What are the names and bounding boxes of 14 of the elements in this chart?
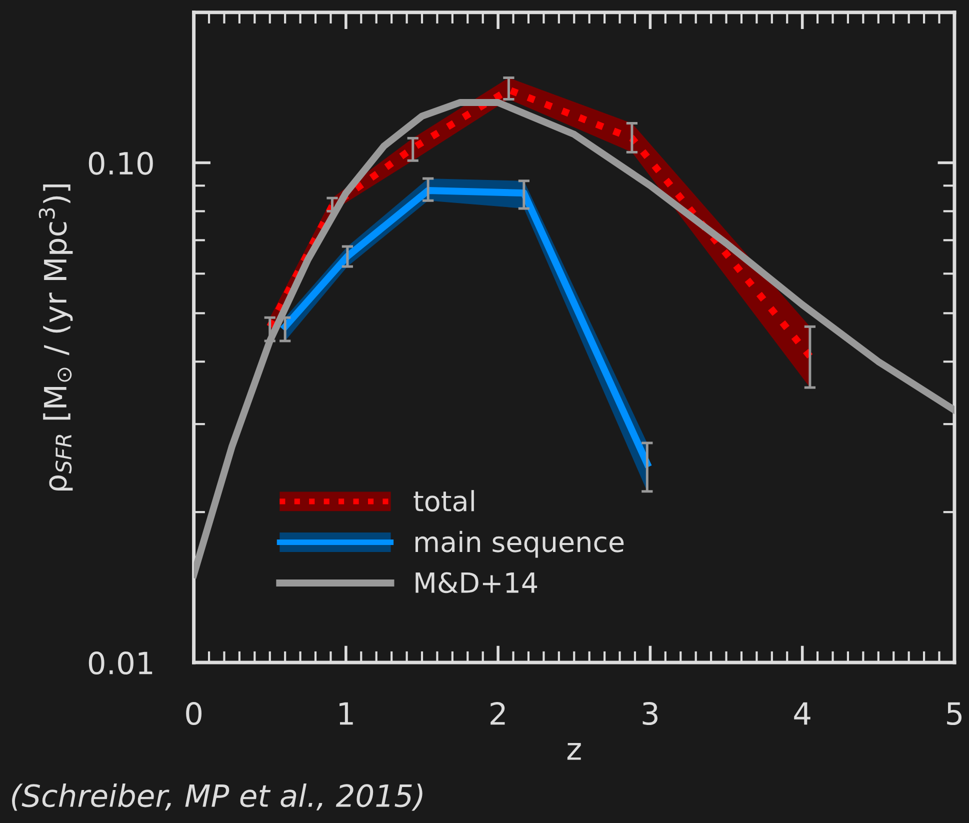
x-axis-title: z <box>567 743 581 760</box>
x-tick-label: 5 <box>947 702 962 726</box>
x-tick-label: 0 <box>186 702 202 726</box>
legend-label: M&D+14 <box>416 572 538 594</box>
x-tick-label: 3 <box>642 702 658 726</box>
legend-label: total <box>414 490 474 512</box>
x-tick-label: 2 <box>490 702 505 725</box>
x-tick-label: 4 <box>794 702 810 725</box>
y-tick-label: 0.10 <box>88 152 153 175</box>
x-tick-label: 1 <box>340 702 353 725</box>
y-tick-label: 0.01 <box>88 651 152 675</box>
text: (Schreiber, MP et al., 2015) <box>12 784 422 811</box>
y-axis-title: ρ$_{SFR}$ [M$_{⊙}$ / (yr Mpc$^{3}$)] <box>38 184 73 490</box>
legend-label: main sequence <box>416 530 624 558</box>
